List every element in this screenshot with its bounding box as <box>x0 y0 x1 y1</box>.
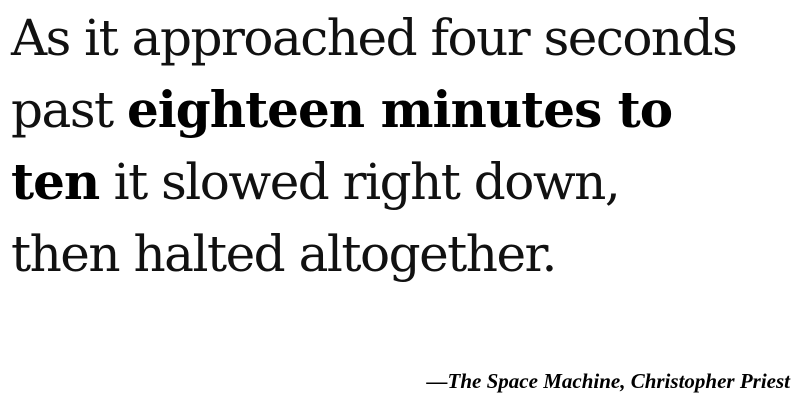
quote-line-2-start: past <box>11 81 127 139</box>
quote-emphasis-ten: ten <box>11 152 100 211</box>
quote-attribution: —The Space Machine, Christopher Priest <box>426 369 790 393</box>
quote-line-1: As it approached four seconds <box>11 9 738 67</box>
quote-text: As it approached four seconds past eight… <box>11 2 791 290</box>
quote-line-4: then halted altogether. <box>11 225 557 283</box>
quote-line-3-end: it slowed right down, <box>99 153 621 211</box>
quote-line-2: past eighteen minutes to <box>11 74 791 146</box>
quote-emphasis-time: eighteen minutes to <box>126 80 673 139</box>
quote-line-3: ten it slowed right down, <box>11 146 791 218</box>
